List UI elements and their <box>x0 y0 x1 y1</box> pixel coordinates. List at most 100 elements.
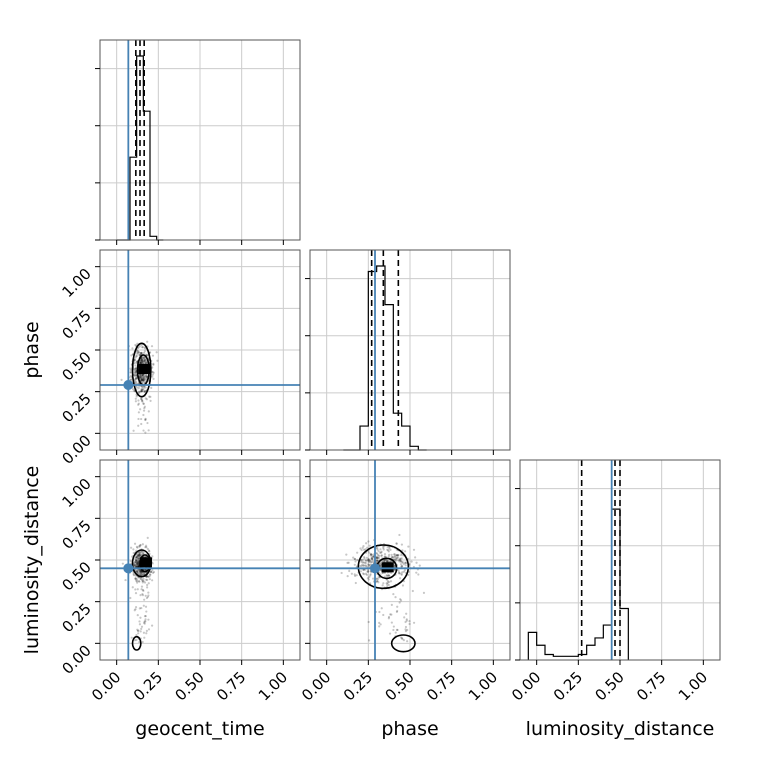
sample-point <box>362 544 365 548</box>
sample-point <box>135 634 138 637</box>
sample-point <box>368 563 371 567</box>
sample-point <box>393 553 396 556</box>
sample-point <box>141 543 144 546</box>
sample-point <box>139 572 142 575</box>
sample-point <box>385 558 388 562</box>
sample-point <box>142 390 145 393</box>
sample-point <box>399 557 402 561</box>
sample-point <box>142 351 146 354</box>
sample-point <box>144 614 147 618</box>
sample-point <box>132 429 135 432</box>
sample-point <box>152 363 155 366</box>
sample-point <box>372 556 375 559</box>
sample-point <box>398 533 401 537</box>
sample-point <box>386 545 389 548</box>
sample-point <box>140 376 143 380</box>
y-tick-label-luminosity_distance: 0.00 <box>58 641 94 677</box>
sample-point <box>401 561 404 564</box>
sample-point <box>147 575 150 578</box>
sample-point <box>365 573 368 576</box>
sample-point <box>364 572 368 575</box>
sample-point <box>394 558 398 561</box>
sample-point <box>139 572 143 575</box>
sample-point <box>377 575 380 579</box>
sample-point <box>393 558 396 561</box>
sample-point <box>136 628 139 631</box>
sample-point <box>137 560 140 564</box>
sample-point <box>137 351 140 354</box>
sample-point <box>143 350 146 353</box>
sample-point <box>385 574 388 577</box>
sample-point <box>136 350 139 353</box>
sample-point <box>147 575 150 578</box>
sample-point <box>399 636 403 639</box>
sample-point <box>130 354 133 357</box>
sample-point <box>401 637 404 641</box>
sample-point <box>149 573 152 576</box>
sample-point <box>376 559 379 562</box>
sample-point <box>138 553 141 556</box>
sample-point <box>361 558 364 561</box>
sample-point <box>137 424 140 427</box>
sample-point <box>146 421 149 425</box>
sample-point <box>143 581 147 584</box>
sample-point <box>142 376 145 379</box>
sample-point <box>146 340 149 343</box>
sample-point <box>133 562 136 565</box>
y-tick-label-phase: 0.50 <box>58 348 94 384</box>
sample-point <box>362 564 365 567</box>
sample-point <box>138 551 141 554</box>
sample-point <box>381 560 385 563</box>
sample-point <box>134 577 137 580</box>
sample-point <box>136 564 139 567</box>
sample-point <box>138 569 141 573</box>
sample-point <box>141 360 144 363</box>
sample-point <box>388 553 391 556</box>
sample-point <box>360 564 363 568</box>
x-tick-label-luminosity_distance: 0.50 <box>591 668 627 704</box>
sample-point <box>395 556 398 560</box>
sample-point <box>143 385 146 388</box>
sample-point <box>134 577 137 580</box>
sample-point <box>135 559 138 562</box>
sample-point <box>397 572 400 575</box>
x-axis-label-geocent-time: geocent_time <box>135 718 264 740</box>
sample-point <box>145 596 149 600</box>
sample-point <box>143 390 147 393</box>
sample-point <box>397 553 400 557</box>
sample-point <box>135 570 139 573</box>
sample-point <box>399 598 402 601</box>
sample-point <box>391 556 394 559</box>
sample-point <box>398 577 402 580</box>
sample-point <box>404 561 407 564</box>
sample-point <box>150 624 154 627</box>
sample-point <box>392 628 395 632</box>
sample-point <box>346 574 349 578</box>
sample-point <box>386 574 389 578</box>
sample-point <box>375 557 378 560</box>
sample-point <box>151 562 154 565</box>
sample-point <box>142 356 145 360</box>
sample-point <box>133 564 137 567</box>
sample-point <box>370 553 373 556</box>
x-tick-label-phase: 0.75 <box>423 668 459 704</box>
sample-point <box>133 368 136 372</box>
sample-point <box>143 598 146 601</box>
sample-point <box>140 360 143 363</box>
contour-inner-luminosity_distance_vs_geocent_time <box>139 554 151 573</box>
sample-point <box>362 548 366 551</box>
sample-point <box>146 354 149 357</box>
sample-point <box>142 387 145 390</box>
sample-point <box>151 371 154 374</box>
sample-point <box>399 560 403 563</box>
sample-point <box>147 628 151 631</box>
sample-point <box>138 391 141 394</box>
sample-point <box>378 554 381 558</box>
sample-point <box>137 563 140 567</box>
sample-point <box>135 556 138 560</box>
sample-point <box>140 361 143 364</box>
sample-point <box>141 379 144 382</box>
sample-point <box>139 555 142 558</box>
sample-point <box>133 374 136 377</box>
sample-point <box>417 573 420 576</box>
